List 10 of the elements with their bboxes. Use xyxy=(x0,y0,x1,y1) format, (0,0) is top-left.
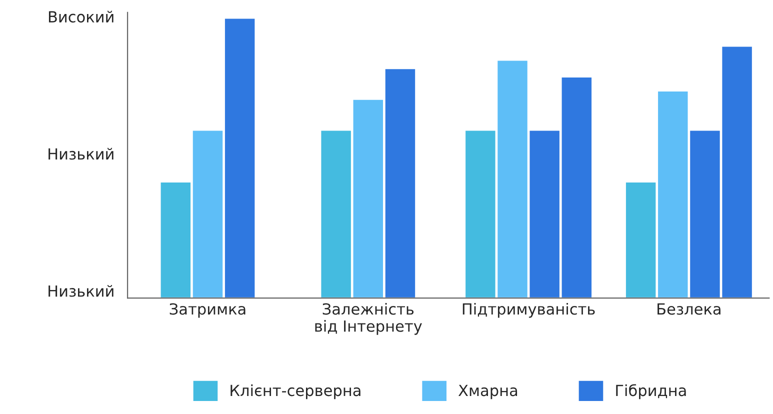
text: Низький xyxy=(48,285,114,297)
x-tick-label: Залежність від Інтернету xyxy=(315,302,422,335)
x-tick-label: Затримка xyxy=(170,303,246,318)
legend-label: Хмарна xyxy=(458,384,518,400)
text: Високий xyxy=(48,10,114,23)
legend-label: Гібридна xyxy=(616,384,686,400)
legend-label: Клієнт-серверна xyxy=(230,384,360,400)
x-tick-label: Безлека xyxy=(658,303,720,315)
x-tick-label: Підтримуваність xyxy=(462,302,595,318)
text: Низький xyxy=(48,148,114,160)
